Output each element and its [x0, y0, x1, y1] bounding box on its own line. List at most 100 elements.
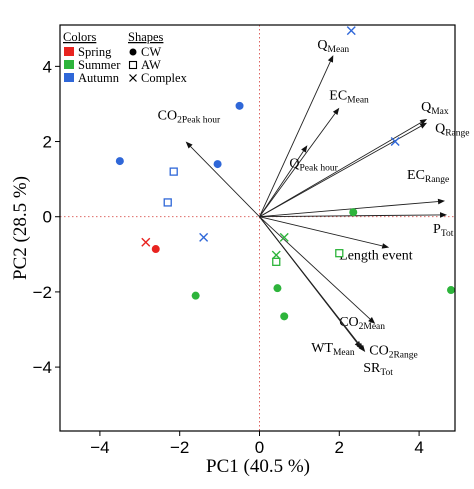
loading-arrow [259, 61, 331, 217]
point-square [163, 198, 172, 207]
arrow-head [437, 198, 446, 205]
loading-arrow [259, 216, 362, 347]
loading-label-subscript: 2Range [389, 350, 418, 360]
y-tick-label: 4 [43, 57, 52, 76]
loading-label: ECRange [407, 168, 449, 185]
legend-color-swatch [64, 73, 74, 82]
point-x [346, 26, 356, 36]
loading-arrow [259, 216, 371, 320]
loading-label: PTot [433, 222, 454, 239]
point-circle [213, 160, 222, 169]
point-circle [115, 157, 124, 166]
loading-label-name: WT [311, 341, 333, 356]
arrow-head [332, 107, 340, 116]
loading-arrow [259, 214, 441, 218]
loading-label-subscript: Tot [380, 368, 393, 378]
legend-color-label: Autumn [78, 71, 120, 85]
loading-label: QMean [317, 38, 349, 55]
loading-label-name: Length event [339, 249, 413, 264]
loading-label: QMax [421, 100, 449, 117]
point-circle [191, 291, 200, 300]
point-square [272, 257, 281, 266]
arrow-head [185, 141, 193, 149]
point-square [169, 167, 178, 176]
loading-label-subscript: Mean [347, 96, 369, 106]
loading-label-name: Q [435, 122, 445, 137]
point-square [335, 249, 344, 258]
legend-color-label: Spring [78, 45, 112, 59]
loading-arrow [259, 216, 383, 247]
x-tick-label: −4 [90, 438, 109, 457]
point-circle [273, 284, 282, 293]
arrow-head [439, 212, 448, 218]
arrow-head [419, 118, 428, 125]
legend-shapes-title: Shapes [128, 30, 164, 44]
loading-label-subscript: Tot [441, 229, 454, 239]
loading-label-name: CO [369, 343, 388, 358]
point-x [390, 137, 400, 147]
loading-label-subscript: 2Peak hour [177, 116, 221, 126]
loading-label-subscript: Mean [333, 348, 355, 358]
point-circle [235, 101, 244, 110]
arrow-head [358, 344, 366, 353]
loading-label-subscript: Max [431, 107, 449, 117]
loading-label-name: Q [421, 100, 431, 115]
y-tick-label: 0 [43, 208, 52, 227]
x-axis-label: PC1 (40.5 %) [206, 456, 310, 477]
y-tick-label: −4 [33, 358, 52, 377]
loading-label: Length event [339, 249, 413, 264]
loading-label-name: Q [289, 156, 299, 171]
loading-arrow [259, 113, 336, 217]
loading-label: ECMean [329, 89, 369, 106]
plot-frame [59, 24, 456, 432]
x-tick-label: 0 [255, 438, 264, 457]
loading-label-subscript: Range [445, 129, 469, 139]
loading-label-name: P [433, 222, 441, 237]
loading-label-subscript: Range [425, 175, 449, 185]
loading-arrow [259, 150, 304, 217]
legend-color-label: Summer [78, 58, 121, 72]
point-x [141, 237, 151, 247]
loading-label: WTMean [311, 341, 355, 358]
legend-colors-title: Colors [63, 30, 96, 44]
loading-label-subscript: 2Mean [359, 322, 386, 332]
loading-arrow [259, 122, 422, 218]
arrow-head [419, 122, 428, 129]
point-circle [349, 208, 358, 217]
loading-label: QPeak hour [289, 156, 338, 173]
point-x [279, 232, 289, 242]
legend-shape-marker [129, 74, 137, 82]
loading-label-subscript: Mean [328, 45, 350, 55]
legend-shape-marker [129, 48, 137, 56]
arrow-head [368, 317, 376, 324]
y-tick-label: −2 [33, 283, 52, 302]
legend-color-swatch [64, 60, 74, 69]
loading-label: SRTot [363, 361, 393, 378]
x-tick-label: 2 [335, 438, 344, 457]
legend-shape-marker [128, 60, 138, 70]
loading-label: CO2Range [369, 343, 417, 360]
loading-arrow [259, 201, 439, 218]
point-x [199, 232, 209, 242]
loading-label-name: EC [407, 168, 425, 183]
legend-color-swatch [64, 47, 74, 56]
x-tick-label: −2 [170, 438, 189, 457]
arrow-head [301, 145, 308, 153]
point-circle [280, 312, 289, 321]
loading-label-name: EC [329, 89, 347, 104]
legend-shape-label: Complex [141, 71, 188, 85]
loading-label: CO2Peak hour [158, 109, 221, 126]
point-circle [447, 286, 456, 295]
arrow-head [381, 243, 390, 249]
y-tick-label: 2 [43, 133, 52, 152]
loading-label-name: CO [158, 109, 177, 124]
loading-label-subscript: Peak hour [299, 163, 338, 173]
loading-arrow [190, 146, 260, 218]
loading-label-name: Q [317, 38, 327, 53]
legend-shape-label: AW [141, 58, 161, 72]
y-axis-label: PC2 (28.5 %) [10, 176, 31, 280]
loading-label: QRange [435, 122, 469, 139]
